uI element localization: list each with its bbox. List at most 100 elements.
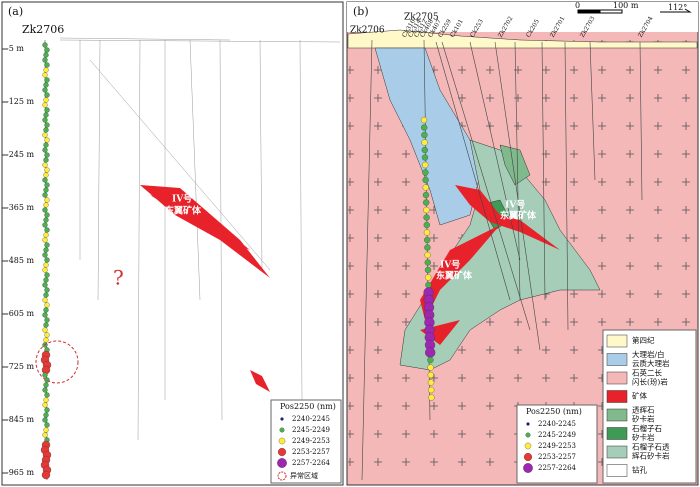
point bbox=[43, 307, 49, 313]
point bbox=[43, 382, 49, 388]
legend-title: Pos2250 (nm) bbox=[280, 402, 336, 411]
point bbox=[42, 312, 48, 318]
legend-label: 2245-2249 bbox=[538, 431, 576, 439]
point bbox=[43, 412, 49, 418]
legend-swatch bbox=[526, 422, 530, 426]
point bbox=[43, 172, 49, 178]
point bbox=[44, 332, 50, 338]
point bbox=[44, 302, 50, 308]
point bbox=[423, 229, 431, 236]
legend-label: 异常区域 bbox=[290, 471, 318, 480]
ore-label: 东翼矿体 bbox=[500, 210, 537, 222]
legend-swatch bbox=[523, 452, 533, 462]
legend-label: 石英二长 bbox=[632, 368, 662, 378]
point bbox=[43, 337, 49, 343]
measurement-points bbox=[40, 42, 52, 480]
point bbox=[42, 192, 48, 198]
point bbox=[43, 142, 49, 148]
point bbox=[422, 191, 430, 199]
legend-label: 云质大理岩 bbox=[632, 358, 670, 368]
drill-hole-label: Zk2706 bbox=[350, 26, 385, 36]
legend-label: 2253-2257 bbox=[292, 448, 330, 456]
drill-hole-label: Zk2705 bbox=[404, 13, 439, 23]
quaternary bbox=[347, 29, 698, 49]
legend-swatch bbox=[606, 445, 628, 459]
measurement-points bbox=[420, 116, 436, 401]
point bbox=[424, 259, 431, 266]
legend-swatch bbox=[277, 447, 287, 457]
point bbox=[44, 212, 50, 218]
legend-swatch bbox=[525, 432, 531, 438]
point bbox=[43, 427, 49, 433]
point bbox=[42, 42, 48, 48]
legend-swatch bbox=[606, 464, 628, 477]
point bbox=[44, 317, 50, 323]
point bbox=[427, 364, 434, 371]
legend-label: 钻孔 bbox=[632, 465, 647, 475]
legend-label: 矿体 bbox=[632, 391, 647, 401]
point bbox=[42, 282, 48, 288]
point bbox=[42, 87, 48, 93]
scale-label: 100 m bbox=[613, 1, 639, 10]
point bbox=[43, 82, 49, 88]
legend-swatch bbox=[278, 437, 286, 445]
panel-a: (a) Zk2706 IV号 东翼矿体 ? -5 m -125 m -245 m -3… bbox=[1, 1, 344, 486]
point bbox=[423, 206, 430, 214]
point bbox=[422, 161, 429, 169]
point bbox=[423, 214, 430, 221]
point bbox=[421, 124, 428, 131]
depth-label: -245 m bbox=[6, 150, 35, 159]
point bbox=[44, 137, 50, 143]
depth-label: -125 m bbox=[6, 97, 35, 106]
legend-swatch bbox=[606, 334, 628, 348]
legend-swatch bbox=[606, 390, 628, 403]
point bbox=[422, 169, 429, 176]
depth-label: -485 m bbox=[6, 256, 35, 265]
point bbox=[428, 394, 435, 401]
point bbox=[423, 199, 430, 206]
point bbox=[421, 146, 428, 154]
point bbox=[424, 236, 431, 244]
depth-label: -605 m bbox=[6, 309, 35, 318]
legend-label: 2253-2257 bbox=[538, 453, 576, 461]
point bbox=[44, 62, 50, 68]
depth-label: -365 m bbox=[6, 203, 35, 212]
legend-swatch bbox=[606, 408, 628, 422]
legend-swatch bbox=[277, 471, 287, 481]
legend-swatch bbox=[606, 353, 628, 366]
legend-label: 大理岩/白 bbox=[632, 349, 665, 359]
legend-title: Pos2250 (nm) bbox=[526, 407, 582, 416]
azimuth-arrow bbox=[660, 8, 692, 13]
point bbox=[44, 287, 50, 293]
point bbox=[44, 407, 50, 413]
drill-hole-label: Zk2706 bbox=[22, 23, 64, 36]
azimuth: 112° bbox=[668, 3, 687, 12]
point bbox=[423, 221, 430, 229]
point bbox=[43, 187, 49, 193]
point bbox=[44, 47, 50, 53]
legend-label: 2249-2253 bbox=[538, 442, 576, 450]
point bbox=[43, 67, 49, 73]
point bbox=[427, 356, 434, 364]
legend-label: 透辉石 bbox=[632, 406, 655, 415]
point bbox=[44, 167, 50, 173]
point bbox=[43, 247, 49, 253]
depth-label: -725 m bbox=[6, 362, 35, 371]
panel-label: (a) bbox=[8, 5, 23, 18]
ore-label: IV号 bbox=[505, 200, 525, 211]
point bbox=[424, 244, 431, 251]
legend-label: 石榴子石透 bbox=[632, 442, 670, 452]
point bbox=[42, 432, 48, 438]
point bbox=[43, 52, 49, 58]
legend-label: 第四纪 bbox=[632, 335, 655, 345]
depth-label: -5 m bbox=[6, 44, 24, 53]
point bbox=[42, 387, 48, 393]
legend-swatch bbox=[523, 463, 533, 473]
point bbox=[427, 379, 435, 386]
point bbox=[422, 184, 429, 191]
point bbox=[42, 267, 48, 273]
point bbox=[42, 222, 48, 228]
legend-label: 2240-2245 bbox=[538, 420, 576, 428]
point bbox=[44, 197, 50, 203]
